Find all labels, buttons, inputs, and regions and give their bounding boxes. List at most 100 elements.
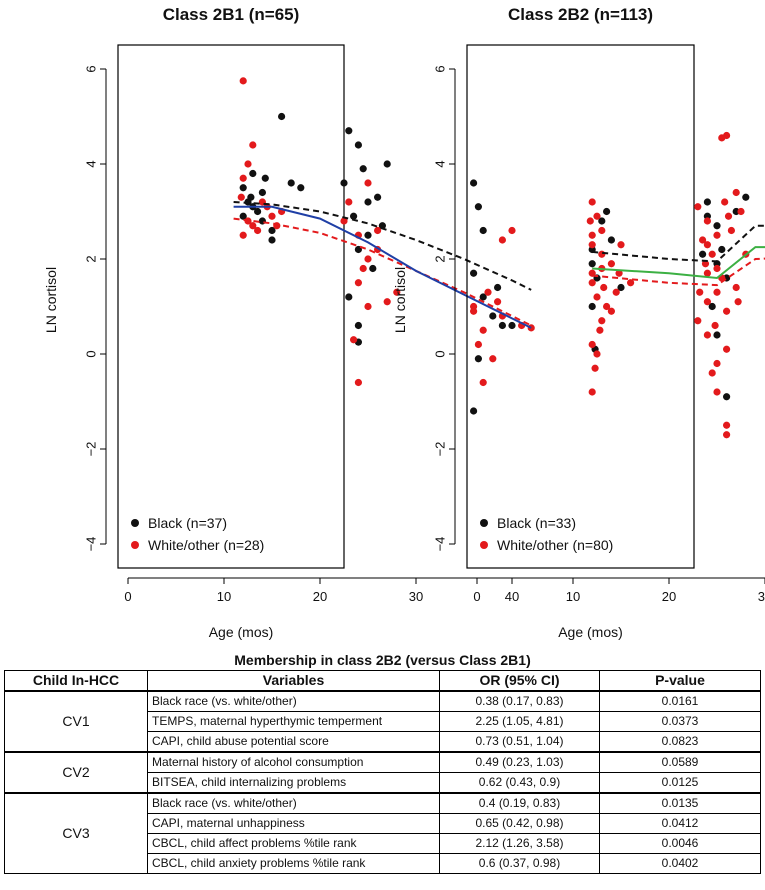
table-row: TEMPS, maternal hyperthymic temperment 2… [5,711,761,732]
data-point [354,279,362,287]
data-point [703,331,712,339]
data-point [708,250,716,258]
y-tick-label: 2 [432,255,447,262]
data-point [508,226,516,235]
y-tick-label: −4 [83,537,98,552]
chart-title: Class 2B2 (n=113) [508,5,653,24]
data-point [713,231,721,239]
data-point [364,231,372,239]
y-tick-label: −4 [432,537,447,552]
data-point [588,231,596,239]
table-row: CBCL, child anxiety problems %tile rank … [5,853,761,874]
variable-cell: CAPI, maternal unhappiness [147,813,440,834]
chart-title: Class 2B1 (n=65) [163,5,300,24]
data-point [340,179,348,187]
data-point [383,298,391,306]
data-point [297,184,305,192]
variable-cell: CAPI, child abuse potential score [147,731,440,753]
data-point [701,260,710,268]
data-point [617,283,625,292]
data-point [239,174,247,182]
data-point [718,134,726,142]
table-title: Membership in class 2B2 (versus Class 2B… [234,652,531,668]
header-pvalue: P-value [599,670,761,692]
data-point [508,321,516,330]
data-point [470,179,478,187]
data-point [249,141,257,149]
data-point [239,184,247,192]
data-point [607,260,616,268]
variable-cell: Maternal history of alcohol consumption [147,751,440,773]
table-row: CV3 Black race (vs. white/other) 0.4 (0.… [4,792,761,874]
data-point [239,212,247,220]
data-point [494,283,502,292]
data-point [254,207,262,216]
data-point [607,236,616,244]
y-axis-label: LN cortisol [392,267,408,333]
data-point [703,241,712,249]
or-cell: 0.65 (0.42, 0.98) [439,813,600,834]
x-axis-label: Age (mos) [209,624,274,640]
data-point [699,250,707,258]
x-tick-label: 0 [124,589,131,604]
data-point [603,207,611,216]
pvalue-cell: 0.0589 [599,751,761,773]
legend-label: Black (n=37) [148,515,227,531]
data-point [694,203,702,211]
data-point [470,407,478,415]
data-point [470,307,478,315]
y-tick-label: 0 [83,350,98,357]
data-point [703,269,712,277]
data-point [737,207,745,216]
data-point [359,165,367,173]
pvalue-cell: 0.0161 [599,690,761,712]
data-point [617,241,625,249]
pvalue-cell: 0.0125 [599,772,761,794]
data-point [694,317,702,325]
data-point [345,293,353,301]
data-point [239,77,247,85]
legend-marker [131,519,139,527]
table-row: CV2 Maternal history of alcohol consumpt… [4,751,761,794]
table-row: CBCL, child affect problems %tile rank 2… [5,833,761,854]
x-tick-label: 10 [217,589,231,604]
data-point [479,226,487,235]
legend-marker [480,541,488,549]
plot-frame [117,44,345,569]
y-tick-label: 4 [432,160,447,167]
data-point [718,245,726,254]
data-point [612,288,620,296]
data-point [244,160,252,168]
variable-cell: Black race (vs. white/other) [147,690,440,712]
data-point [703,298,712,306]
data-point [474,355,482,363]
legend-label: White/other (n=28) [148,537,264,553]
data-point [383,160,391,168]
data-point [696,288,704,296]
or-cell: 0.38 (0.17, 0.83) [439,690,600,712]
data-point [374,193,382,201]
data-point [588,302,596,311]
data-point [340,217,348,225]
data-point [354,321,362,330]
results-table: Child In-HCC Variables OR (95% CI) P-val… [4,670,761,874]
data-point [723,421,731,429]
data-point [258,188,266,197]
or-cell: 2.12 (1.26, 3.58) [439,833,600,854]
y-axis-label: LN cortisol [43,267,59,333]
variable-cell: Black race (vs. white/other) [147,792,440,814]
x-tick-label: 20 [662,589,676,604]
data-point [254,226,262,235]
fit-line-white-other-fit [592,257,765,287]
data-point [247,193,255,201]
legend-label: White/other (n=80) [497,537,613,553]
data-point [489,355,497,363]
data-point [474,340,482,349]
data-point [723,307,731,315]
data-point [600,283,608,292]
data-point [484,288,492,296]
data-point [732,283,740,292]
data-point [588,198,596,206]
data-point [627,279,635,287]
or-cell: 0.62 (0.43, 0.9) [439,772,600,794]
